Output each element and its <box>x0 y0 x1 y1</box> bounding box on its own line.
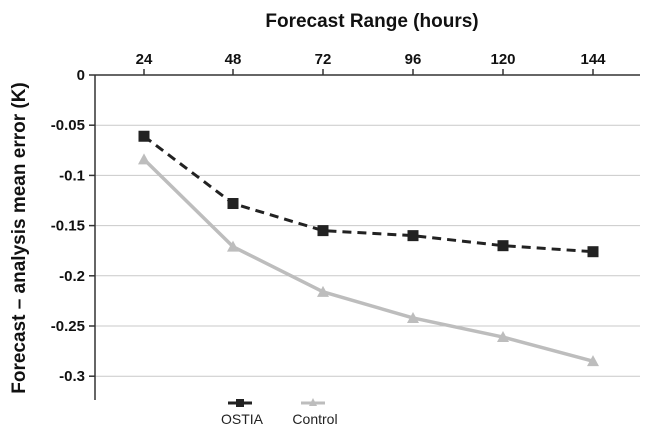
data-point-ostia <box>317 225 329 237</box>
y-tick-label: -0.25 <box>51 318 85 335</box>
data-point-control <box>407 311 419 323</box>
chart-title: Forecast Range (hours) <box>265 11 478 32</box>
y-tick-label: 0 <box>77 67 85 84</box>
data-point-control <box>138 153 150 165</box>
series-line-ostia <box>143 135 594 254</box>
axes <box>89 69 640 400</box>
y-tick-label: -0.05 <box>51 117 85 134</box>
legend-item-ostia: OSTIA <box>221 399 264 427</box>
x-tick-labels: 24 48 72 96 120 144 <box>136 51 607 68</box>
data-point-control <box>497 331 509 343</box>
y-tick-label: -0.3 <box>59 368 85 385</box>
data-point-ostia <box>138 130 150 142</box>
legend-item-control: Control <box>292 398 338 427</box>
y-tick-labels: 0 -0.05 -0.1 -0.15 -0.2 -0.25 -0.3 <box>51 67 85 385</box>
series-control <box>138 153 599 367</box>
y-tick-label: -0.1 <box>59 167 85 184</box>
data-point-ostia <box>587 246 599 258</box>
x-tick-label: 120 <box>490 51 515 68</box>
data-point-control <box>317 285 329 297</box>
data-point-ostia <box>497 240 509 252</box>
grid-lines <box>95 124 640 377</box>
data-point-control <box>587 355 599 367</box>
series-line-control <box>142 158 594 363</box>
data-point-ostia <box>407 230 419 242</box>
legend-label: Control <box>292 411 337 427</box>
y-axis-label: Forecast – analysis mean error (K) <box>9 82 30 394</box>
legend-swatch-marker <box>309 398 317 406</box>
legend-swatch-marker <box>236 399 244 407</box>
data-point-ostia <box>227 198 239 210</box>
y-tick-label: -0.2 <box>59 268 85 285</box>
x-tick-label: 48 <box>225 51 242 68</box>
data-point-control <box>227 240 239 252</box>
y-tick-label: -0.15 <box>51 218 85 235</box>
series-ostia <box>138 130 599 258</box>
x-tick-label: 72 <box>315 51 332 68</box>
series-group <box>138 130 599 367</box>
legend: OSTIA Control <box>221 398 338 427</box>
x-tick-label: 96 <box>405 51 422 68</box>
x-tick-label: 144 <box>580 51 606 68</box>
x-tick-label: 24 <box>136 51 153 68</box>
legend-label: OSTIA <box>221 411 264 427</box>
